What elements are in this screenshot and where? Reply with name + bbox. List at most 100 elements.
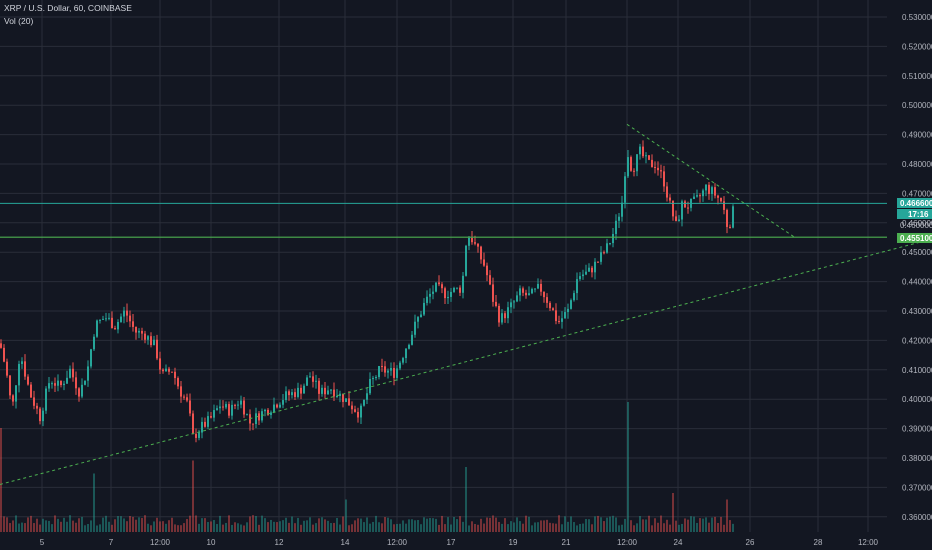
volume-bar — [63, 517, 65, 532]
candle-body — [282, 400, 284, 405]
candle-body — [294, 392, 296, 397]
candle-body — [489, 275, 491, 285]
time-axis[interactable]: 5 7 12:00 10 12 14 12:00 17 19 21 12:00 24 26 28 12:00 — [40, 538, 879, 547]
candle-body — [270, 412, 272, 415]
candle-body — [588, 267, 590, 272]
candle-body — [477, 243, 479, 247]
candle-body — [243, 400, 245, 415]
candle-body — [516, 295, 518, 302]
volume-bar — [519, 521, 521, 532]
candle-body — [159, 358, 161, 370]
volume-bar — [591, 524, 593, 532]
volume-bar — [213, 520, 215, 532]
volume-bar — [12, 520, 14, 532]
candle-body — [648, 155, 650, 160]
candle-body — [633, 170, 635, 172]
volume-bar — [690, 516, 692, 532]
candle-body — [195, 433, 197, 438]
candle-body — [483, 259, 485, 266]
volume-bar — [633, 525, 635, 532]
candle-body — [687, 207, 689, 209]
volume-bar — [33, 523, 35, 532]
volume-bar — [249, 516, 251, 532]
candle-body — [132, 321, 134, 327]
countdown-tag — [897, 209, 932, 219]
candle-body — [45, 388, 47, 411]
volume-bar — [111, 524, 113, 532]
candle-body — [63, 383, 65, 386]
volume-bar — [600, 517, 602, 532]
candle-body — [366, 393, 368, 400]
volume-bar — [216, 524, 218, 532]
volume-bar — [219, 515, 221, 532]
time-tick-label: 28 — [814, 538, 823, 547]
volume-bar — [294, 523, 296, 532]
volume-bar — [204, 518, 206, 532]
volume-bar — [444, 524, 446, 532]
volume-bar — [291, 516, 293, 532]
volume-bar — [408, 519, 410, 532]
volume-bar — [297, 517, 299, 532]
volume-bar — [423, 517, 425, 532]
candle-body — [432, 291, 434, 294]
volume-bar — [483, 523, 485, 532]
candle-body — [345, 398, 347, 402]
volume-bar — [555, 523, 557, 532]
volume-bar — [720, 516, 722, 532]
candle-body — [393, 368, 395, 378]
volume-bar — [108, 521, 110, 532]
candle-body — [69, 368, 71, 378]
volume-bar — [207, 522, 209, 532]
volume-bar — [132, 516, 134, 532]
candle-body — [9, 375, 11, 396]
time-tick-label: 26 — [746, 538, 755, 547]
volume-bar — [705, 517, 707, 532]
candle-body — [597, 261, 599, 263]
volume-bar — [303, 520, 305, 532]
candle-body — [462, 275, 464, 293]
volume-bar — [693, 516, 695, 532]
candle-body — [624, 176, 626, 203]
volume-bar — [87, 523, 89, 532]
candle-body — [387, 370, 389, 373]
candle-body — [474, 242, 476, 244]
volume-bar — [486, 517, 488, 532]
volume-bar — [288, 522, 290, 532]
candle-body — [222, 406, 224, 408]
candle-body — [396, 368, 398, 378]
candle-body — [144, 333, 146, 340]
level-price-tag — [897, 233, 932, 243]
volume-bar — [654, 518, 656, 532]
candle-body — [399, 362, 401, 369]
volume-bar — [438, 524, 440, 532]
candle-body — [279, 404, 281, 408]
candle-body — [672, 200, 674, 217]
volume-bar — [336, 517, 338, 532]
volume-bar — [498, 521, 500, 532]
volume-bar — [396, 523, 398, 532]
volume-bar — [180, 525, 182, 532]
candle-body — [129, 315, 131, 322]
volume-bar — [159, 521, 161, 532]
candle-body — [621, 202, 623, 217]
candle-body — [135, 326, 137, 333]
volume-bar — [231, 524, 233, 532]
candle-body — [300, 387, 302, 394]
grid-lines — [0, 0, 887, 532]
volume-bar — [243, 525, 245, 532]
volume-bar — [372, 521, 374, 532]
candle-body — [600, 252, 602, 262]
candle-body — [33, 397, 35, 406]
candle-body — [198, 432, 200, 438]
candle-body — [57, 380, 59, 386]
drawn-lines[interactable] — [0, 123, 932, 485]
